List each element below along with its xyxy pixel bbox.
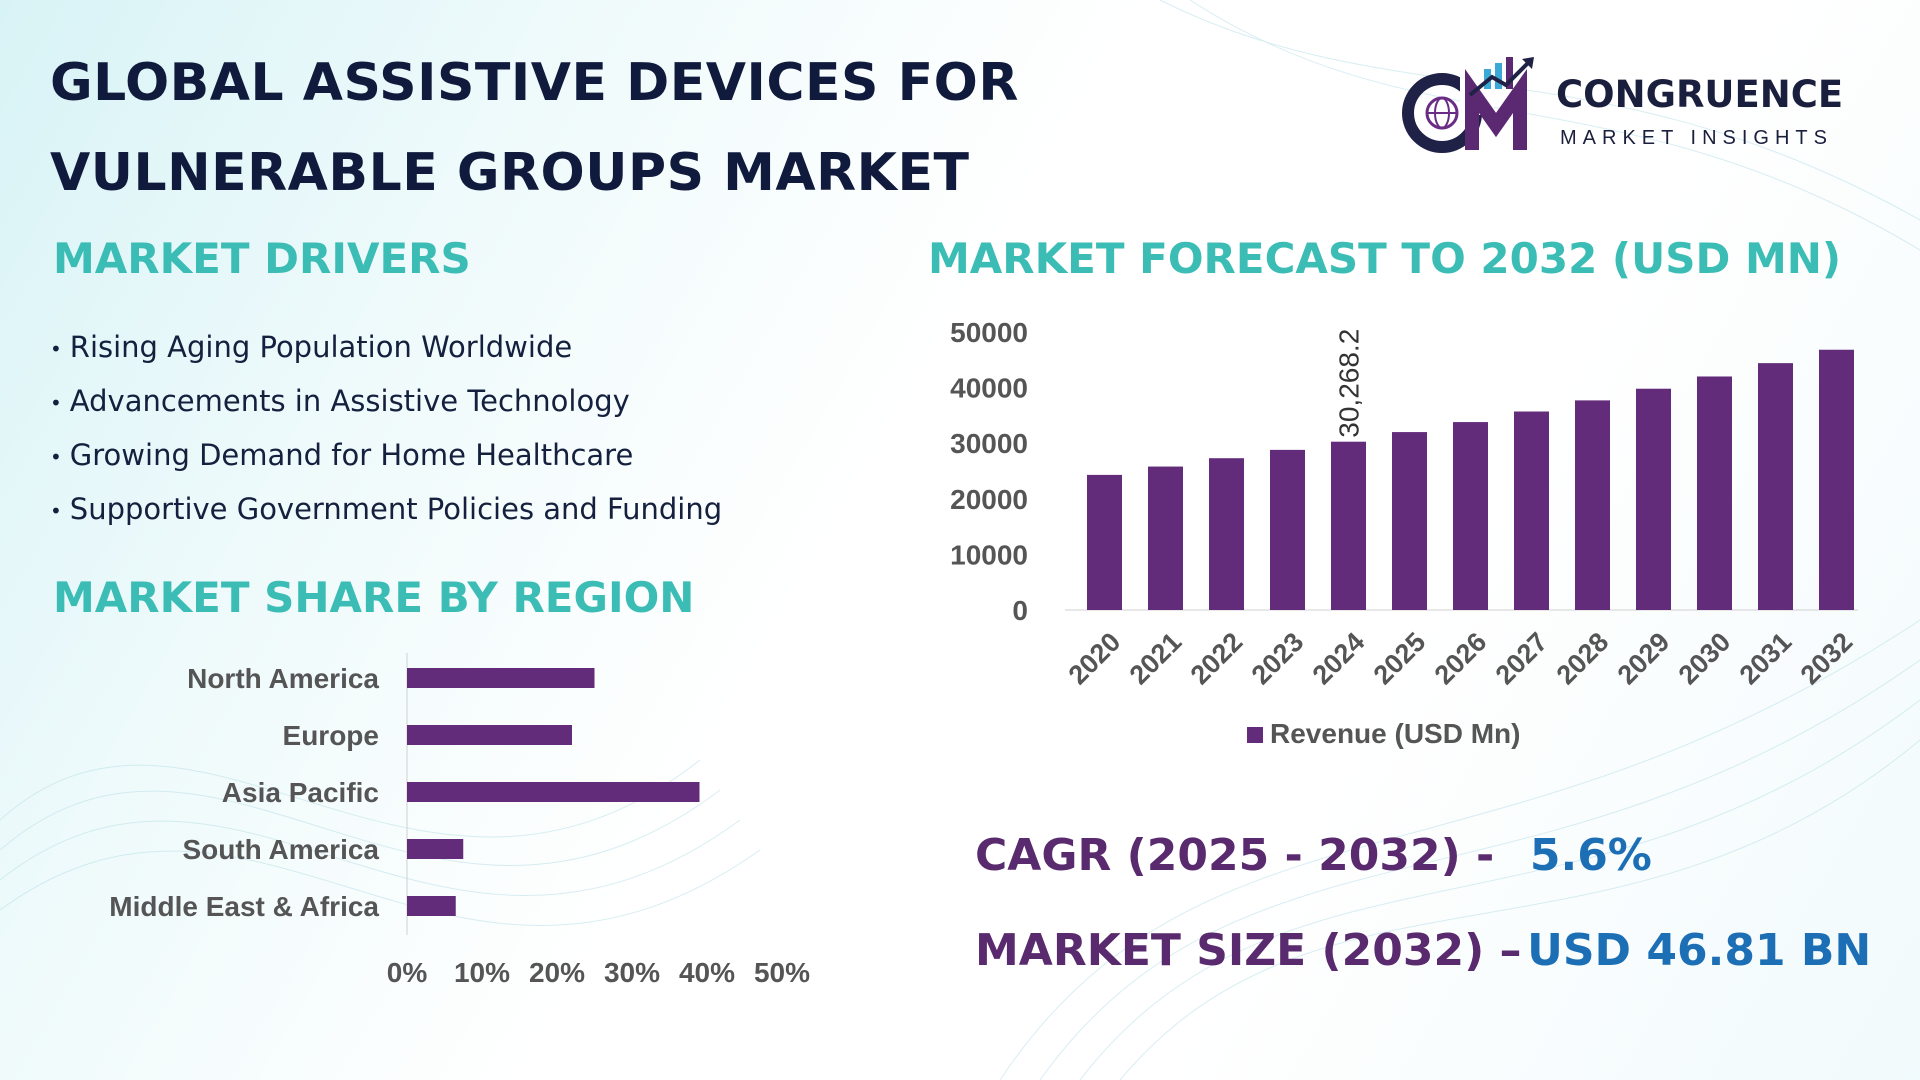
forecast-bar [1453, 422, 1488, 610]
cagr-value: 5.6% [1529, 830, 1652, 881]
market-share-region-heading: MARKET SHARE BY REGION [53, 573, 695, 622]
region-bar [407, 839, 464, 859]
forecast-x-tick-label: 2032 [1795, 627, 1859, 691]
bullet-icon: • [50, 391, 62, 415]
market-drivers-heading: MARKET DRIVERS [53, 234, 471, 283]
forecast-y-tick-label: 10000 [950, 539, 1028, 570]
forecast-x-tick-label: 2030 [1673, 627, 1737, 691]
forecast-bar [1087, 474, 1122, 610]
legend-swatch [1247, 727, 1263, 743]
forecast-bar [1697, 376, 1732, 610]
driver-text: Advancements in Assistive Technology [69, 384, 630, 418]
company-logo: CONGRUENCE MARKET INSIGHTS [1400, 55, 1870, 165]
cagr-statement: CAGR (2025 - 2032) - 5.6% [975, 830, 1652, 881]
forecast-x-tick-label: 2026 [1429, 627, 1493, 691]
market-forecast-heading: MARKET FORECAST TO 2032 (USD MN) [928, 234, 1842, 283]
market-drivers-list: • Rising Aging Population Worldwide • Adva… [50, 320, 722, 536]
region-category-label: North America [187, 663, 379, 694]
forecast-y-tick-label: 50000 [950, 317, 1028, 348]
market-forecast-bar-chart: 0100002000030000400005000020202021202220… [950, 317, 1859, 749]
forecast-x-tick-label: 2028 [1551, 627, 1615, 691]
region-bar [407, 668, 595, 688]
forecast-data-label: 30,268.2 [1334, 329, 1365, 438]
region-x-tick-label: 50% [754, 957, 810, 988]
forecast-x-tick-label: 2024 [1307, 627, 1371, 691]
page-title-line-1: GLOBAL ASSISTIVE DEVICES FOR [50, 53, 1019, 113]
forecast-y-tick-label: 40000 [950, 373, 1028, 404]
bullet-icon: • [50, 499, 62, 523]
driver-text: Growing Demand for Home Healthcare [69, 438, 634, 472]
forecast-bar [1331, 441, 1366, 610]
forecast-y-tick-label: 0 [1012, 595, 1028, 626]
forecast-x-tick-label: 2025 [1368, 627, 1432, 691]
page-title: GLOBAL ASSISTIVE DEVICES FOR VULNERABLE … [50, 38, 1050, 218]
driver-item: • Supportive Government Policies and Fund… [50, 482, 722, 536]
driver-item: • Advancements in Assistive Technology [50, 374, 722, 428]
forecast-x-tick-label: 2022 [1185, 627, 1249, 691]
logo-name: CONGRUENCE [1556, 73, 1844, 116]
forecast-x-tick-label: 2021 [1124, 627, 1188, 691]
bullet-icon: • [50, 337, 62, 361]
forecast-x-tick-label: 2023 [1246, 627, 1310, 691]
forecast-bar [1575, 400, 1610, 610]
forecast-y-tick-label: 20000 [950, 484, 1028, 515]
bullet-icon: • [50, 445, 62, 469]
forecast-x-tick-label: 2031 [1734, 627, 1798, 691]
driver-text: Rising Aging Population Worldwide [69, 330, 573, 364]
cm-globe-chart-icon [1402, 57, 1534, 153]
driver-text: Supportive Government Policies and Fundi… [69, 492, 723, 526]
region-share-bar-chart: North America Europe Asia Pacific South Ame… [109, 653, 810, 988]
logo-tagline: MARKET INSIGHTS [1560, 127, 1833, 149]
region-x-tick-label: 10% [454, 957, 510, 988]
forecast-y-tick-label: 30000 [950, 428, 1028, 459]
market-size-statement: MARKET SIZE (2032) – USD 46.81 BN [975, 925, 1871, 976]
forecast-x-tick-label: 2027 [1490, 627, 1554, 691]
region-x-tick-label: 0% [387, 957, 428, 988]
forecast-x-tick-label: 2029 [1612, 627, 1676, 691]
region-bar [407, 725, 572, 745]
forecast-bar [1270, 449, 1305, 610]
region-category-label: South America [182, 834, 379, 865]
region-bar [407, 896, 456, 916]
cagr-label: CAGR (2025 - 2032) - [975, 830, 1495, 881]
forecast-bar [1819, 349, 1854, 610]
region-x-tick-label: 20% [529, 957, 585, 988]
forecast-bar [1514, 411, 1549, 610]
region-x-tick-label: 30% [604, 957, 660, 988]
driver-item: • Rising Aging Population Worldwide [50, 320, 722, 374]
forecast-bar [1392, 432, 1427, 610]
market-size-value: USD 46.81 BN [1527, 925, 1872, 976]
region-category-label: Middle East & Africa [109, 891, 379, 922]
region-category-label: Asia Pacific [222, 777, 379, 808]
region-category-label: Europe [283, 720, 379, 751]
page-title-line-2: VULNERABLE GROUPS MARKET [50, 143, 970, 203]
forecast-bar [1209, 458, 1244, 610]
region-bar [407, 782, 700, 802]
legend-label: Revenue (USD Mn) [1270, 718, 1520, 749]
forecast-bar [1636, 388, 1671, 610]
driver-item: • Growing Demand for Home Healthcare [50, 428, 722, 482]
forecast-bar [1148, 466, 1183, 610]
forecast-x-tick-label: 2020 [1063, 627, 1127, 691]
region-x-tick-label: 40% [679, 957, 735, 988]
forecast-bar [1758, 363, 1793, 610]
market-size-label: MARKET SIZE (2032) – [975, 925, 1522, 976]
